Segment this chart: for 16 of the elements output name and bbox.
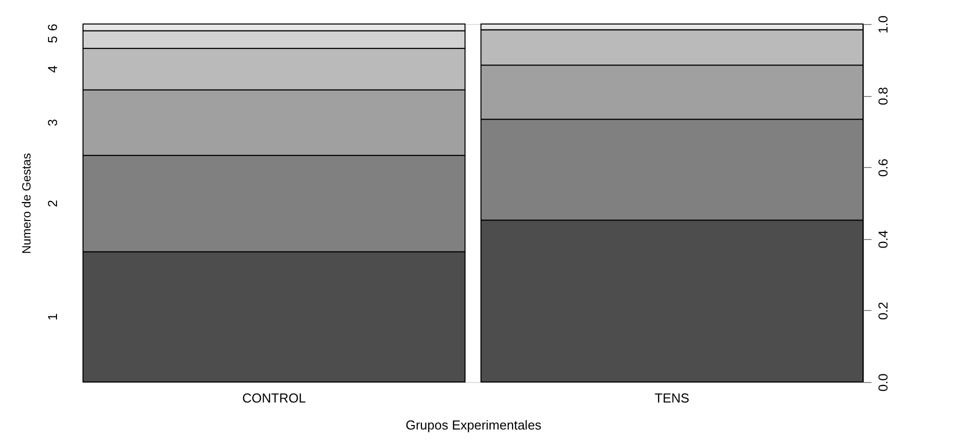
y-tick-label: 0.6 xyxy=(876,158,890,177)
y-tick-label: 0.4 xyxy=(876,230,890,248)
text: 6 xyxy=(45,24,60,32)
text: 2 xyxy=(45,200,60,208)
text: 3 xyxy=(45,119,60,126)
text: 1 xyxy=(45,313,60,320)
text: 4 xyxy=(45,65,60,73)
y-tick-label: 0.8 xyxy=(876,87,890,106)
x-axis-title: Grupos Experimentales xyxy=(406,418,542,432)
x-tick-label: CONTROL xyxy=(242,390,306,406)
y-tick-label: 1.0 xyxy=(876,15,890,34)
x-tick-label: TENS xyxy=(654,390,690,406)
text: 5 xyxy=(45,36,60,44)
y-tick-label: 0.2 xyxy=(876,302,890,320)
y-axis-title: Numero de Gestas xyxy=(20,153,34,254)
y-tick-label: 0.0 xyxy=(876,373,890,392)
